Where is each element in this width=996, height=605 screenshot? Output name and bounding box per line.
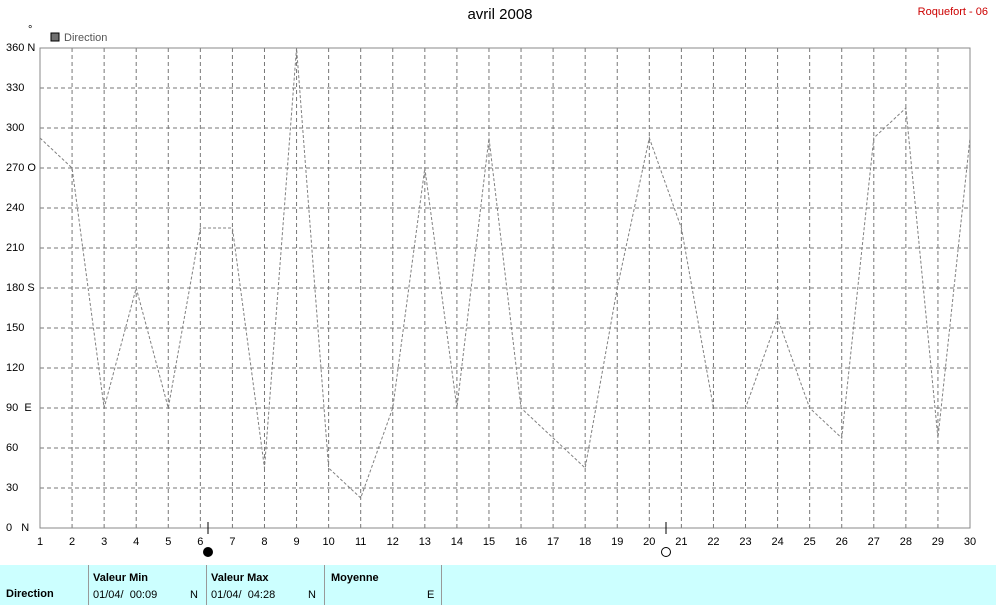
stats-value: N xyxy=(190,589,198,601)
x-tick-label: 12 xyxy=(387,536,399,548)
x-tick-label: 16 xyxy=(515,536,527,548)
chart: avril 2008 Roquefort - 06 ° Direction 0 … xyxy=(6,6,988,557)
stats-cell: Moyenne E xyxy=(325,565,442,605)
station-name: Roquefort - 06 xyxy=(918,6,988,18)
legend-swatch xyxy=(50,32,60,42)
y-tick-label: 330 xyxy=(6,82,24,94)
x-tick-label: 26 xyxy=(836,536,848,548)
x-tick-label: 10 xyxy=(322,536,334,548)
x-tick-label: 9 xyxy=(293,536,299,548)
y-tick-label: 30 xyxy=(6,482,18,494)
plot-frame xyxy=(39,47,971,529)
y-tick-label: 60 xyxy=(6,442,18,454)
x-tick-label: 18 xyxy=(579,536,591,548)
x-tick-label: 8 xyxy=(261,536,267,548)
stats-date: 01/04/ 00:09 xyxy=(93,589,158,601)
x-tick-label: 28 xyxy=(900,536,912,548)
y-tick-label: 270 O xyxy=(6,162,36,174)
x-tick-label: 13 xyxy=(419,536,431,548)
stats-panel: Direction Valeur Min 01/04/ 00:09 N Vale… xyxy=(0,565,996,605)
chart-title: avril 2008 xyxy=(467,6,532,23)
x-tick-label: 25 xyxy=(804,536,816,548)
legend-label: Direction xyxy=(64,32,107,44)
x-tick-label: 22 xyxy=(707,536,719,548)
x-tick-label: 4 xyxy=(133,536,139,548)
y-tick-label: 300 xyxy=(6,122,24,134)
x-tick-label: 11 xyxy=(355,536,366,548)
stats-cell: Valeur Max 01/04/ 04:28 N xyxy=(207,565,325,605)
stats-value: E xyxy=(427,589,435,601)
full-moon-icon xyxy=(203,547,213,557)
x-tick-label: 29 xyxy=(932,536,944,548)
y-unit: ° xyxy=(28,24,32,36)
x-tick-label: 6 xyxy=(197,536,203,548)
x-tick-label: 23 xyxy=(739,536,751,548)
x-tick-label: 3 xyxy=(101,536,107,548)
y-tick-label: 240 xyxy=(6,202,24,214)
stats-title: Valeur Min xyxy=(93,572,149,584)
stats-title: Valeur Max xyxy=(211,572,269,584)
y-tick-label: 90 E xyxy=(6,402,32,414)
new-moon-icon xyxy=(661,547,671,557)
x-tick-label: 7 xyxy=(229,536,235,548)
y-tick-label: 180 S xyxy=(6,282,35,294)
stats-cell: Valeur Min 01/04/ 00:09 N xyxy=(89,565,207,605)
y-tick-label: 360 N xyxy=(6,42,35,54)
x-tick-label: 1 xyxy=(37,536,43,548)
x-tick-label: 14 xyxy=(451,536,463,548)
x-tick-label: 2 xyxy=(69,536,75,548)
stats-date: 01/04/ 04:28 xyxy=(211,589,276,601)
x-tick-label: 21 xyxy=(675,536,687,548)
x-tick-label: 20 xyxy=(643,536,655,548)
x-tick-label: 15 xyxy=(483,536,495,548)
x-tick-label: 19 xyxy=(611,536,623,548)
data-line xyxy=(39,47,971,499)
y-tick-label: 120 xyxy=(6,362,24,374)
x-tick-label: 5 xyxy=(165,536,171,548)
stats-value: N xyxy=(308,589,316,601)
stats-label: Direction xyxy=(6,588,54,600)
x-tick-label: 17 xyxy=(547,536,559,548)
y-tick-label: 0 N xyxy=(6,522,29,534)
y-tick-label: 210 xyxy=(6,242,24,254)
x-tick-label: 27 xyxy=(868,536,880,548)
x-tick-label: 30 xyxy=(964,536,976,548)
stats-title: Moyenne xyxy=(331,572,379,584)
y-tick-label: 150 xyxy=(6,322,24,334)
stats-cell: Direction xyxy=(0,565,89,605)
x-tick-label: 24 xyxy=(771,536,783,548)
